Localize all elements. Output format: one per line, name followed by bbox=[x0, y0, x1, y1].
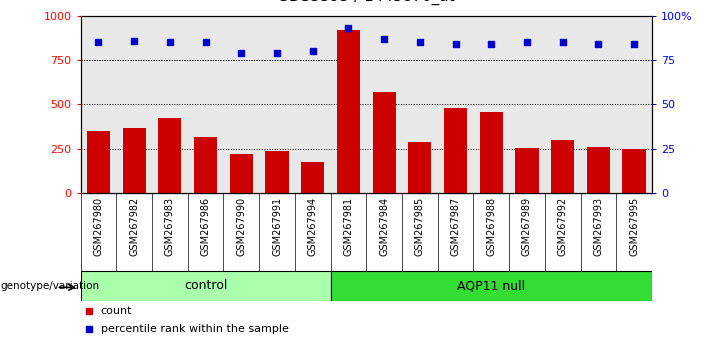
Point bbox=[128, 38, 139, 44]
Text: GSM267988: GSM267988 bbox=[486, 197, 496, 256]
Text: GSM267982: GSM267982 bbox=[129, 197, 139, 256]
Point bbox=[557, 40, 569, 45]
Point bbox=[522, 40, 533, 45]
Bar bbox=[81, 271, 331, 301]
Text: GSM267991: GSM267991 bbox=[272, 197, 282, 256]
Point bbox=[379, 36, 390, 42]
Text: AQP11 null: AQP11 null bbox=[457, 279, 525, 292]
Point bbox=[450, 41, 461, 47]
Bar bbox=[622, 149, 646, 193]
Text: GSM267994: GSM267994 bbox=[308, 197, 318, 256]
Point bbox=[593, 41, 604, 47]
Text: GSM267993: GSM267993 bbox=[593, 197, 604, 256]
Text: GSM267992: GSM267992 bbox=[558, 197, 568, 256]
Point bbox=[629, 41, 640, 47]
Text: control: control bbox=[184, 279, 227, 292]
Text: GSM267987: GSM267987 bbox=[451, 197, 461, 256]
Bar bbox=[336, 30, 360, 193]
Text: GSM267986: GSM267986 bbox=[200, 197, 210, 256]
Bar bbox=[230, 154, 253, 193]
Bar bbox=[408, 142, 431, 193]
Point bbox=[93, 40, 104, 45]
Text: GSM267981: GSM267981 bbox=[343, 197, 353, 256]
Bar bbox=[587, 147, 610, 193]
Text: GSM267980: GSM267980 bbox=[93, 197, 104, 256]
Text: GSM267984: GSM267984 bbox=[379, 197, 389, 256]
Bar bbox=[158, 118, 182, 193]
Point bbox=[164, 40, 175, 45]
Text: GDS3395 / 1443870_at: GDS3395 / 1443870_at bbox=[278, 0, 455, 5]
Bar bbox=[266, 152, 289, 193]
Text: percentile rank within the sample: percentile rank within the sample bbox=[101, 324, 289, 333]
Bar bbox=[87, 131, 110, 193]
Point bbox=[236, 50, 247, 56]
Bar bbox=[331, 271, 652, 301]
Text: GSM267990: GSM267990 bbox=[236, 197, 246, 256]
Text: count: count bbox=[101, 306, 132, 316]
Point bbox=[200, 40, 211, 45]
Text: GSM267985: GSM267985 bbox=[415, 197, 425, 256]
Point bbox=[343, 25, 354, 31]
Bar bbox=[479, 112, 503, 193]
Bar bbox=[194, 137, 217, 193]
Text: genotype/variation: genotype/variation bbox=[0, 281, 99, 291]
Text: GSM267989: GSM267989 bbox=[522, 197, 532, 256]
Point bbox=[414, 40, 426, 45]
Text: GSM267995: GSM267995 bbox=[629, 197, 639, 256]
Bar bbox=[551, 140, 574, 193]
Bar bbox=[515, 148, 538, 193]
Point bbox=[486, 41, 497, 47]
Bar bbox=[372, 92, 396, 193]
Point bbox=[271, 50, 283, 56]
Bar bbox=[444, 108, 467, 193]
Text: GSM267983: GSM267983 bbox=[165, 197, 175, 256]
Bar bbox=[123, 128, 146, 193]
Bar bbox=[301, 162, 325, 193]
Point bbox=[307, 48, 318, 54]
